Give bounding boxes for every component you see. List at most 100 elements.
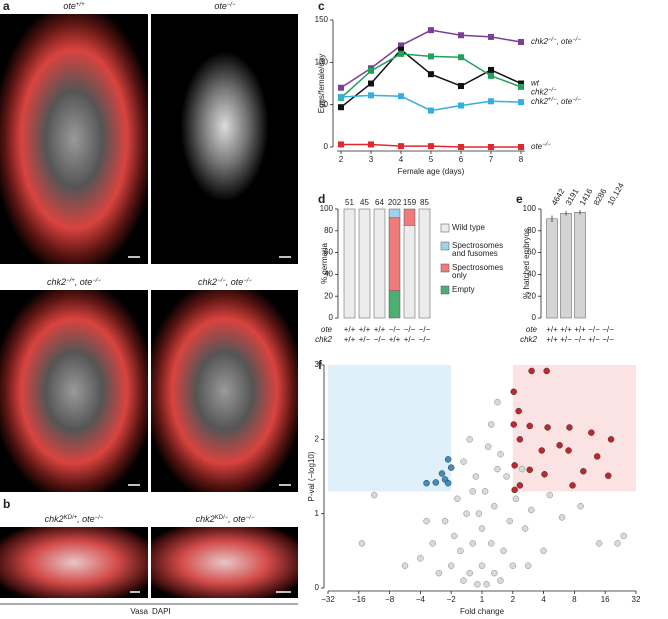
data-point bbox=[566, 424, 573, 431]
x-tick-label: 2 bbox=[339, 155, 344, 164]
data-point bbox=[460, 458, 467, 465]
data-point bbox=[510, 421, 517, 428]
threshold-region bbox=[328, 365, 452, 492]
count-label: 3191 bbox=[564, 187, 581, 207]
x-tick-label: 8 bbox=[572, 595, 577, 604]
data-point bbox=[488, 144, 494, 150]
data-point bbox=[368, 141, 374, 148]
bar-segment bbox=[403, 225, 416, 319]
legend-label: chk2+/−, ote−/− bbox=[531, 97, 581, 107]
category-label: +/+ bbox=[546, 325, 558, 334]
y-tick-label: 50 bbox=[319, 100, 328, 109]
data-point bbox=[588, 429, 595, 436]
y-tick-label: 3 bbox=[315, 360, 320, 369]
data-point bbox=[428, 27, 434, 34]
data-point bbox=[497, 577, 504, 584]
data-point bbox=[540, 547, 547, 555]
legend-swatch bbox=[440, 263, 450, 273]
row-name: chk2 bbox=[315, 335, 332, 344]
legend-label: Spectrosomes only bbox=[452, 263, 503, 280]
category-label: −/− bbox=[419, 335, 431, 344]
data-point bbox=[518, 144, 524, 150]
data-point bbox=[428, 143, 434, 150]
image bbox=[0, 527, 148, 598]
threshold-region bbox=[512, 365, 636, 492]
x-tick-label: 4 bbox=[541, 595, 546, 604]
data-point bbox=[614, 540, 621, 547]
category-label: +/+ bbox=[344, 335, 356, 344]
y-tick-label: 40 bbox=[527, 270, 536, 279]
data-point bbox=[515, 407, 522, 415]
data-point bbox=[543, 367, 550, 375]
category-label: +/− bbox=[588, 335, 600, 344]
y-tick-label: 1 bbox=[315, 509, 320, 518]
data-point bbox=[510, 388, 517, 396]
y-axis-label: % germaria bbox=[320, 243, 329, 284]
data-point bbox=[556, 442, 563, 449]
scale-bars bbox=[128, 256, 291, 593]
y-tick-label: 60 bbox=[527, 248, 536, 257]
data-point bbox=[338, 94, 344, 101]
panel-letter: f bbox=[318, 358, 323, 372]
data-point bbox=[512, 495, 520, 503]
data-point bbox=[481, 488, 489, 495]
data-point bbox=[558, 514, 566, 521]
y-tick-label: 0 bbox=[329, 313, 334, 322]
image bbox=[151, 290, 298, 492]
category-label: +/+ bbox=[574, 325, 586, 334]
y-axis-label: P-val (−log10) bbox=[307, 451, 316, 501]
data-point bbox=[500, 547, 507, 555]
y-tick-label: 60 bbox=[324, 248, 333, 257]
data-point bbox=[595, 540, 603, 547]
image-label: chk2−/−, ote−/− bbox=[198, 277, 252, 287]
data-point bbox=[469, 540, 477, 547]
data-point bbox=[488, 98, 494, 105]
x-tick-label: 2 bbox=[511, 595, 516, 604]
data-point bbox=[423, 479, 430, 487]
data-point bbox=[478, 562, 486, 569]
data-point bbox=[338, 84, 344, 91]
data-point bbox=[428, 71, 434, 78]
data-point bbox=[475, 510, 483, 517]
category-label: −/− bbox=[374, 335, 386, 344]
data-point bbox=[620, 532, 627, 540]
row-name: ote bbox=[526, 325, 538, 334]
y-tick-label: 40 bbox=[324, 270, 333, 279]
x-tick-label: 4 bbox=[399, 155, 404, 164]
data-point bbox=[518, 99, 524, 106]
category-label: +/− bbox=[359, 335, 371, 344]
category-label: +/+ bbox=[359, 325, 371, 334]
image bbox=[0, 290, 148, 492]
legend-label: Wild type bbox=[452, 223, 485, 232]
x-tick-label: −2 bbox=[447, 595, 457, 604]
count-label: 64 bbox=[375, 198, 384, 207]
data-point bbox=[483, 581, 490, 588]
data-point bbox=[444, 456, 452, 463]
bar-segment bbox=[418, 208, 431, 319]
bar-segment bbox=[373, 208, 386, 319]
legend-label: Empty bbox=[452, 285, 475, 294]
count-label: 1416 bbox=[578, 187, 595, 207]
data-point bbox=[494, 465, 501, 473]
data-point bbox=[368, 92, 374, 99]
data-point bbox=[605, 472, 612, 480]
data-point bbox=[526, 466, 533, 474]
data-point bbox=[457, 547, 464, 555]
count-label: 159 bbox=[403, 198, 417, 207]
y-axis-label: % hatched embryos bbox=[522, 228, 531, 299]
category-label: +/+ bbox=[560, 325, 572, 334]
data-point bbox=[458, 83, 464, 90]
image-label: chk2−/+, ote−/− bbox=[47, 277, 101, 287]
x-tick-label: −32 bbox=[321, 595, 335, 604]
panel-letter: e bbox=[516, 192, 523, 206]
y-tick-label: 0 bbox=[324, 142, 329, 151]
data-point bbox=[466, 569, 473, 577]
data-point bbox=[516, 482, 524, 489]
data-point bbox=[458, 144, 464, 150]
x-tick-label: 32 bbox=[632, 595, 641, 604]
count-label: 8286 bbox=[592, 187, 609, 207]
data-point bbox=[511, 486, 518, 494]
category-label: −/− bbox=[602, 325, 614, 334]
data-point bbox=[518, 80, 524, 87]
data-point bbox=[546, 491, 554, 499]
